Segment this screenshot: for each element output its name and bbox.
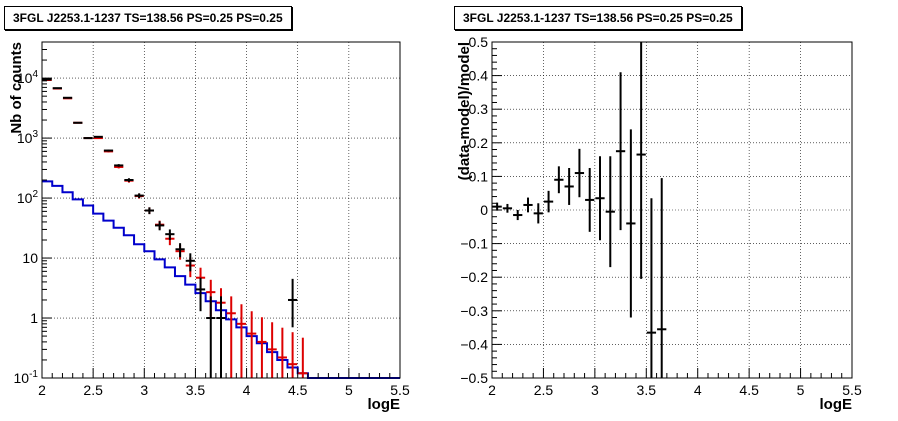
counts-x-tick-label: 2 [38,382,46,398]
counts-y-tick-label: 102 [17,189,39,206]
counts-y-tick-label: 10 [22,250,38,266]
residuals-y-tick-label: −0.4 [460,336,488,352]
residuals-y-tick-label: 0.3 [469,101,489,117]
residuals-x-tick-label: 5.5 [842,382,862,398]
residuals-x-tick-label: 2.5 [534,382,554,398]
residuals-x-axis-label: logE [820,396,853,413]
residuals-y-tick-label: 0.5 [469,34,489,50]
residuals-y-tick-label: −0.1 [460,236,488,252]
residuals-y-tick-label: 0.4 [469,68,489,84]
residuals-y-tick-label: 0.1 [469,168,489,184]
residuals-panel: 2 2.5 3 3.5 4 4.5 5 5.5 −0.5 −0.4 −0.3 −0.2 −0.1 0 0.1… [456,34,862,413]
counts-chart-title: 3FGL J2253.1-1237 TS=138.56 PS=0.25 PS=0… [4,6,292,30]
counts-x-tick-label: 5.5 [390,382,410,398]
residuals-x-tick-label: 3.5 [637,382,657,398]
residuals-y-tick-label: −0.5 [460,370,488,386]
residuals-x-tick-label: 3 [591,382,599,398]
residuals-x-tick-label: 5 [797,382,805,398]
counts-x-tick-label: 3 [140,382,148,398]
residuals-y-tick-label: 0 [480,202,488,218]
residuals-y-tick-label: −0.2 [460,269,488,285]
counts-x-tick-label: 4.5 [288,382,308,398]
residuals-x-tick-label: 4.5 [739,382,759,398]
residuals-chart-title: 3FGL J2253.1-1237 TS=138.56 PS=0.25 PS=0… [454,6,742,30]
counts-x-tick-label: 4 [243,382,251,398]
source-model-line [42,180,400,379]
counts-y-tick-label: 10-1 [14,369,39,386]
counts-x-tick-label: 3.5 [186,382,206,398]
counts-x-tick-label: 2.5 [83,382,103,398]
counts-x-axis-label: logE [368,396,401,413]
residuals-x-tick-label: 2 [488,382,496,398]
residuals-x-tick-label: 4 [694,382,702,398]
counts-panel: 2 2.5 3 3.5 4 4.5 5 5.5 10-1 1 10 102 103 104 logE Nb o… [8,41,410,413]
residuals-y-axis-label: (data-model)/model [456,42,473,180]
counts-y-tick-label: 104 [17,69,39,86]
residuals-y-tick-label: 0.2 [469,135,489,151]
counts-y-tick-label: 1 [30,310,38,326]
counts-y-axis-label: Nb of counts [8,42,25,134]
residuals-y-tick-label: −0.3 [460,303,488,319]
counts-y-tick-label: 103 [17,129,39,146]
counts-x-tick-label: 5 [345,382,353,398]
counts-plot-frame [41,41,401,379]
